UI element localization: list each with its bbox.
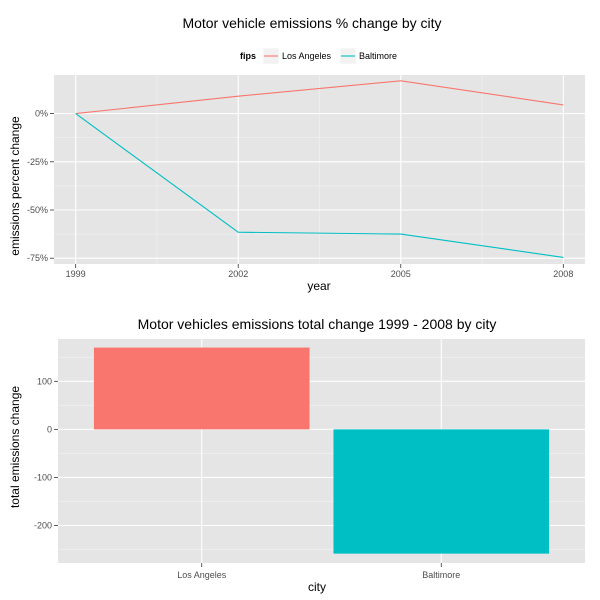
x-tick-label: Los Angeles <box>177 570 227 580</box>
x-tick-label: 2005 <box>391 269 411 279</box>
line-series <box>75 80 564 258</box>
legend-label-0: Los Angeles <box>282 51 332 61</box>
y-axis-ticks: 100 0 -100 -200 <box>34 376 58 531</box>
x-tick-label: 2008 <box>553 269 573 279</box>
x-axis-ticks: 1999 2002 2005 2008 <box>66 264 573 279</box>
bar-chart-title: Motor vehicles emissions total change 19… <box>138 316 497 332</box>
line-chart-title: Motor vehicle emissions % change by city <box>182 15 441 31</box>
x-axis-title: year <box>307 279 330 293</box>
y-axis-ticks: 0% -25% -50% -75% <box>27 109 54 263</box>
legend-label-1: Baltimore <box>359 51 397 61</box>
legend: fips Los Angeles Baltimore <box>240 47 397 65</box>
y-tick-label: -200 <box>34 521 52 531</box>
y-tick-label: -50% <box>27 205 48 215</box>
legend-title: fips <box>240 51 256 61</box>
y-tick-label: -100 <box>34 472 52 482</box>
bar-0 <box>93 347 310 430</box>
x-tick-label: 1999 <box>66 269 86 279</box>
y-tick-label: -75% <box>27 253 48 263</box>
bars <box>93 347 550 554</box>
bar-chart: Motor vehicles emissions total change 19… <box>8 316 585 594</box>
y-tick-label: -25% <box>27 157 48 167</box>
y-tick-label: 100 <box>37 376 52 386</box>
x-axis-title: city <box>308 580 326 594</box>
y-axis-title: total emissions change <box>8 386 22 508</box>
y-tick-label: 0 <box>47 424 52 434</box>
x-axis-ticks: Los Angeles Baltimore <box>177 563 460 580</box>
line-chart: Motor vehicle emissions % change by city… <box>8 15 585 293</box>
x-tick-label: Baltimore <box>422 570 460 580</box>
bar-1 <box>333 429 550 554</box>
x-tick-label: 2002 <box>228 269 248 279</box>
y-tick-label: 0% <box>35 109 48 119</box>
series-line-1 <box>75 113 564 258</box>
y-axis-title: emissions percent change <box>8 116 22 256</box>
series-line-0 <box>75 80 564 115</box>
